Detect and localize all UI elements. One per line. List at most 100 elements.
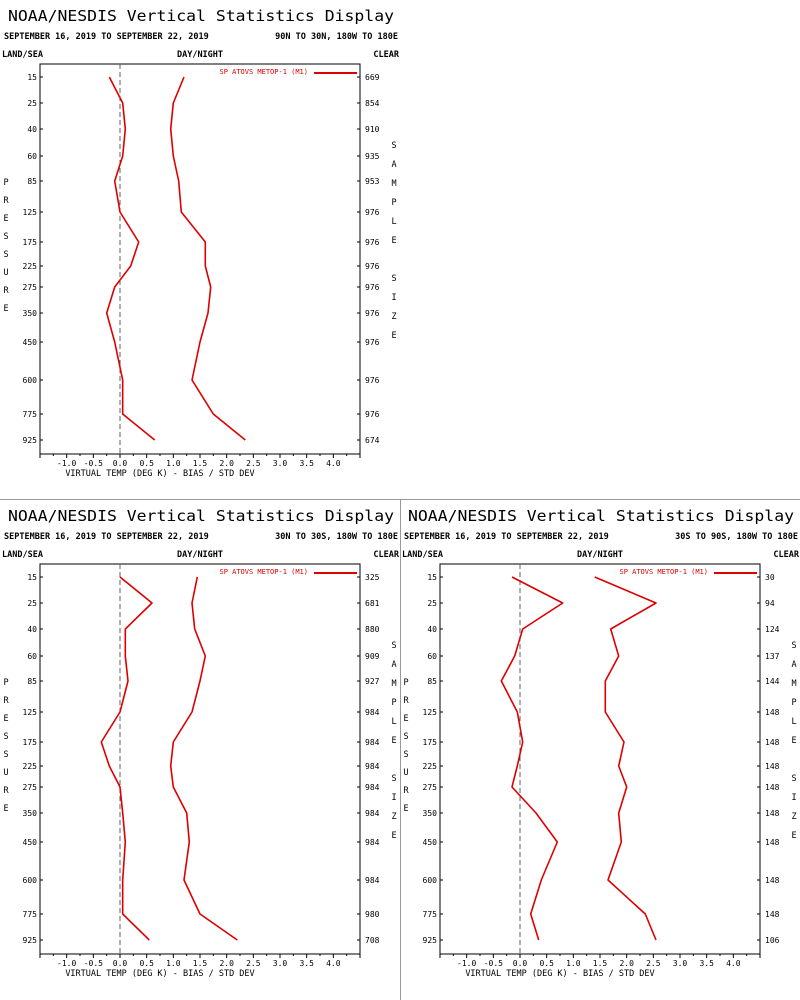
- sample-size-label: 976: [365, 262, 380, 271]
- x-tick-label: 3.5: [699, 959, 714, 968]
- sample-size-label: 984: [365, 708, 380, 717]
- x-tick-label: 0.5: [539, 959, 554, 968]
- sample-size-axis-letter: A: [391, 160, 396, 170]
- sample-size-label: 980: [365, 910, 380, 919]
- pressure-level-label: 25: [27, 99, 37, 108]
- sample-size-label: 976: [365, 309, 380, 318]
- sample-size-label: 976: [365, 410, 380, 419]
- sample-size-axis-letter: M: [391, 179, 396, 189]
- pressure-level-label: 175: [423, 738, 438, 747]
- pressure-level-label: 225: [23, 762, 38, 771]
- x-tick-label: -1.0: [57, 959, 76, 968]
- sample-size-label: 669: [365, 73, 380, 82]
- sample-size-axis-letter: Z: [791, 812, 796, 822]
- region-label: 90N TO 30N, 180W TO 180E: [275, 32, 398, 42]
- pressure-level-label: 15: [27, 573, 37, 582]
- x-tick-label: -0.5: [484, 959, 503, 968]
- sample-size-axis-letter: P: [791, 698, 796, 708]
- sample-size-axis-letter: Z: [391, 312, 396, 322]
- sample-size-label: 984: [365, 876, 380, 885]
- x-tick-label: -0.5: [84, 459, 103, 468]
- sample-size-label: 148: [765, 738, 780, 747]
- pressure-axis-letter: U: [3, 268, 8, 278]
- series-line-bias: [100, 576, 153, 941]
- pressure-level-label: 600: [23, 876, 38, 885]
- sample-size-label: 984: [365, 783, 380, 792]
- sample-size-axis-letter: S: [391, 274, 396, 284]
- x-axis-title: VIRTUAL TEMP (DEG K) - BIAS / STD DEV: [465, 969, 654, 979]
- sample-size-axis-letter: M: [791, 679, 796, 689]
- clear-label: CLEAR: [373, 50, 399, 60]
- sample-size-label: 708: [365, 936, 380, 945]
- sample-size-label: 909: [365, 652, 380, 661]
- pressure-level-label: 450: [23, 838, 38, 847]
- sample-size-axis-letter: E: [391, 236, 396, 246]
- pressure-level-label: 925: [423, 936, 438, 945]
- pressure-axis-letter: P: [3, 678, 8, 688]
- x-tick-label: 3.0: [673, 959, 688, 968]
- pressure-level-label: 600: [23, 376, 38, 385]
- pressure-level-label: 15: [27, 73, 37, 82]
- pressure-level-label: 85: [27, 677, 37, 686]
- pressure-level-label: 60: [27, 652, 37, 661]
- pressure-axis-letter: E: [3, 714, 8, 724]
- pressure-level-label: 15: [427, 573, 437, 582]
- sample-size-label: 148: [765, 876, 780, 885]
- date-range: SEPTEMBER 16, 2019 TO SEPTEMBER 22, 2019: [4, 32, 209, 42]
- clear-label: CLEAR: [773, 550, 799, 560]
- sample-size-label: 984: [365, 762, 380, 771]
- pressure-axis-letter: S: [3, 732, 8, 742]
- x-tick-label: 1.5: [193, 459, 208, 468]
- sample-size-label: 976: [365, 376, 380, 385]
- day-night-label: DAY/NIGHT: [177, 50, 223, 60]
- sample-size-label: 880: [365, 625, 380, 634]
- x-tick-label: 0.0: [113, 959, 128, 968]
- display-title: NOAA/NESDIS Vertical Statistics Display: [8, 7, 394, 25]
- sample-size-label: 94: [765, 599, 775, 608]
- sample-size-axis-letter: A: [391, 660, 396, 670]
- x-tick-label: -0.5: [84, 959, 103, 968]
- sample-size-label: 137: [765, 652, 780, 661]
- sample-size-label: 984: [365, 738, 380, 747]
- pressure-level-label: 85: [27, 177, 37, 186]
- sample-size-label: 325: [365, 573, 380, 582]
- x-tick-label: 2.0: [619, 959, 634, 968]
- pressure-axis-letter: P: [403, 678, 408, 688]
- pressure-level-label: 125: [423, 708, 438, 717]
- region-label: 30N TO 30S, 180W TO 180E: [275, 532, 398, 542]
- pressure-axis-letter: R: [403, 696, 409, 706]
- sample-size-axis-letter: E: [391, 831, 396, 841]
- pressure-axis-letter: R: [3, 286, 9, 296]
- sample-size-axis-letter: P: [391, 198, 396, 208]
- pressure-level-label: 40: [27, 625, 37, 634]
- sample-size-axis-letter: S: [391, 141, 396, 151]
- legend-entry-label: SP ATOVS METOP-1 (M1): [619, 568, 708, 576]
- sample-size-axis-letter: M: [391, 679, 396, 689]
- sample-size-label: 984: [365, 838, 380, 847]
- x-tick-label: 0.5: [139, 459, 154, 468]
- pressure-axis-letter: E: [3, 304, 8, 314]
- x-tick-label: 2.0: [219, 959, 234, 968]
- sample-size-axis-letter: L: [391, 717, 396, 727]
- vertical-statistics-chart: NOAA/NESDIS Vertical Statistics Display S…: [2, 7, 400, 479]
- pressure-axis-letter: S: [403, 750, 408, 760]
- plot-frame: [439, 563, 761, 955]
- legend-entry-label: SP ATOVS METOP-1 (M1): [219, 68, 308, 76]
- pressure-level-label: 275: [23, 283, 38, 292]
- x-tick-label: 3.0: [273, 459, 288, 468]
- pressure-level-label: 350: [423, 809, 438, 818]
- pressure-level-label: 175: [23, 238, 38, 247]
- plot-frame: [39, 563, 361, 955]
- sample-size-label: 927: [365, 677, 380, 686]
- land-sea-label: LAND/SEA: [402, 550, 443, 560]
- pressure-level-label: 775: [23, 910, 38, 919]
- pressure-axis-letter: R: [3, 786, 9, 796]
- pressure-level-label: 275: [23, 783, 38, 792]
- x-tick-label: 1.0: [166, 959, 181, 968]
- sample-size-label: 148: [765, 762, 780, 771]
- x-tick-label: 0.0: [513, 959, 528, 968]
- pressure-level-label: 225: [423, 762, 438, 771]
- sample-size-axis-letter: E: [791, 831, 796, 841]
- pressure-axis-letter: R: [403, 786, 409, 796]
- sample-size-axis-letter: P: [391, 698, 396, 708]
